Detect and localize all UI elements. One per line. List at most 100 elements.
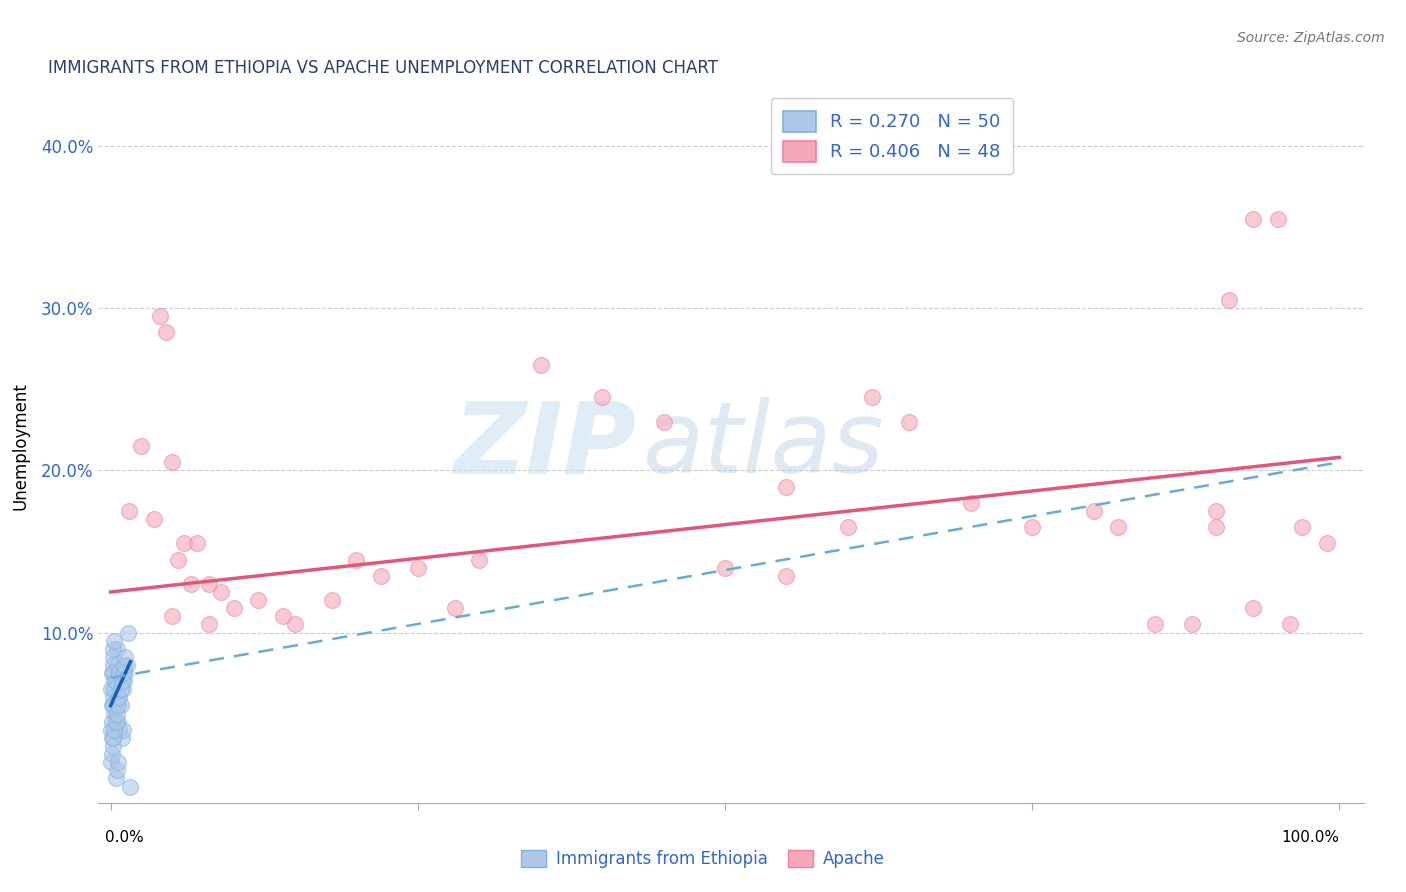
Point — [1205, 520, 1227, 534]
Point — [103, 633, 125, 648]
Point — [837, 520, 859, 534]
Point — [321, 593, 343, 607]
Point — [1181, 617, 1204, 632]
Point — [101, 739, 124, 753]
Point — [160, 609, 183, 624]
Point — [112, 657, 135, 672]
Legend: Immigrants from Ethiopia, Apache: Immigrants from Ethiopia, Apache — [515, 843, 891, 875]
Point — [104, 772, 127, 786]
Point — [105, 641, 128, 656]
Point — [443, 601, 465, 615]
Point — [114, 666, 136, 681]
Point — [1083, 504, 1105, 518]
Point — [101, 666, 124, 681]
Point — [173, 536, 195, 550]
Point — [530, 358, 553, 372]
Point — [1143, 617, 1166, 632]
Point — [186, 536, 208, 550]
Text: ZIP: ZIP — [453, 398, 636, 494]
Point — [180, 577, 202, 591]
Point — [1291, 520, 1313, 534]
Point — [101, 690, 124, 705]
Point — [104, 674, 127, 689]
Point — [103, 706, 125, 721]
Y-axis label: Unemployment: Unemployment — [11, 382, 30, 510]
Point — [271, 609, 294, 624]
Point — [100, 723, 122, 737]
Point — [160, 455, 183, 469]
Point — [468, 552, 491, 566]
Point — [167, 552, 190, 566]
Point — [101, 698, 124, 713]
Point — [209, 585, 232, 599]
Point — [101, 731, 124, 745]
Point — [108, 690, 131, 705]
Point — [198, 577, 221, 591]
Point — [591, 390, 613, 404]
Point — [406, 560, 429, 574]
Text: Source: ZipAtlas.com: Source: ZipAtlas.com — [1237, 31, 1385, 45]
Text: 0.0%: 0.0% — [104, 830, 143, 846]
Point — [775, 479, 797, 493]
Point — [775, 568, 797, 582]
Point — [1107, 520, 1129, 534]
Text: 100.0%: 100.0% — [1281, 830, 1340, 846]
Point — [105, 657, 128, 672]
Point — [101, 666, 124, 681]
Point — [104, 698, 127, 713]
Point — [101, 641, 124, 656]
Point — [101, 747, 124, 761]
Point — [142, 512, 165, 526]
Point — [107, 698, 129, 713]
Point — [108, 723, 131, 737]
Point — [149, 310, 172, 324]
Point — [101, 657, 124, 672]
Point — [344, 552, 367, 566]
Point — [111, 723, 134, 737]
Point — [1267, 211, 1289, 226]
Point — [131, 439, 153, 453]
Point — [111, 674, 134, 689]
Point — [107, 714, 129, 729]
Point — [1279, 617, 1302, 632]
Point — [107, 756, 129, 770]
Text: atlas: atlas — [643, 398, 884, 494]
Point — [108, 666, 131, 681]
Point — [115, 657, 138, 672]
Point — [118, 504, 141, 518]
Point — [860, 390, 883, 404]
Point — [370, 568, 392, 582]
Point — [110, 682, 132, 697]
Text: IMMIGRANTS FROM ETHIOPIA VS APACHE UNEMPLOYMENT CORRELATION CHART: IMMIGRANTS FROM ETHIOPIA VS APACHE UNEMP… — [48, 59, 718, 77]
Point — [101, 649, 124, 664]
Point — [1241, 601, 1264, 615]
Point — [959, 496, 981, 510]
Point — [103, 723, 125, 737]
Point — [117, 625, 139, 640]
Point — [1241, 211, 1264, 226]
Point — [103, 674, 125, 689]
Point — [652, 415, 675, 429]
Point — [103, 682, 125, 697]
Point — [111, 731, 134, 745]
Point — [105, 764, 128, 778]
Point — [110, 698, 132, 713]
Point — [120, 780, 142, 794]
Point — [112, 674, 135, 689]
Point — [198, 617, 221, 632]
Point — [111, 666, 134, 681]
Point — [714, 560, 737, 574]
Point — [284, 617, 307, 632]
Point — [101, 714, 124, 729]
Point — [100, 756, 122, 770]
Point — [222, 601, 245, 615]
Point — [104, 714, 127, 729]
Point — [111, 682, 134, 697]
Point — [101, 731, 124, 745]
Point — [1021, 520, 1043, 534]
Point — [1218, 293, 1240, 307]
Point — [1316, 536, 1339, 550]
Point — [107, 690, 129, 705]
Legend: R = 0.270   N = 50, R = 0.406   N = 48: R = 0.270 N = 50, R = 0.406 N = 48 — [770, 98, 1014, 174]
Point — [155, 326, 177, 340]
